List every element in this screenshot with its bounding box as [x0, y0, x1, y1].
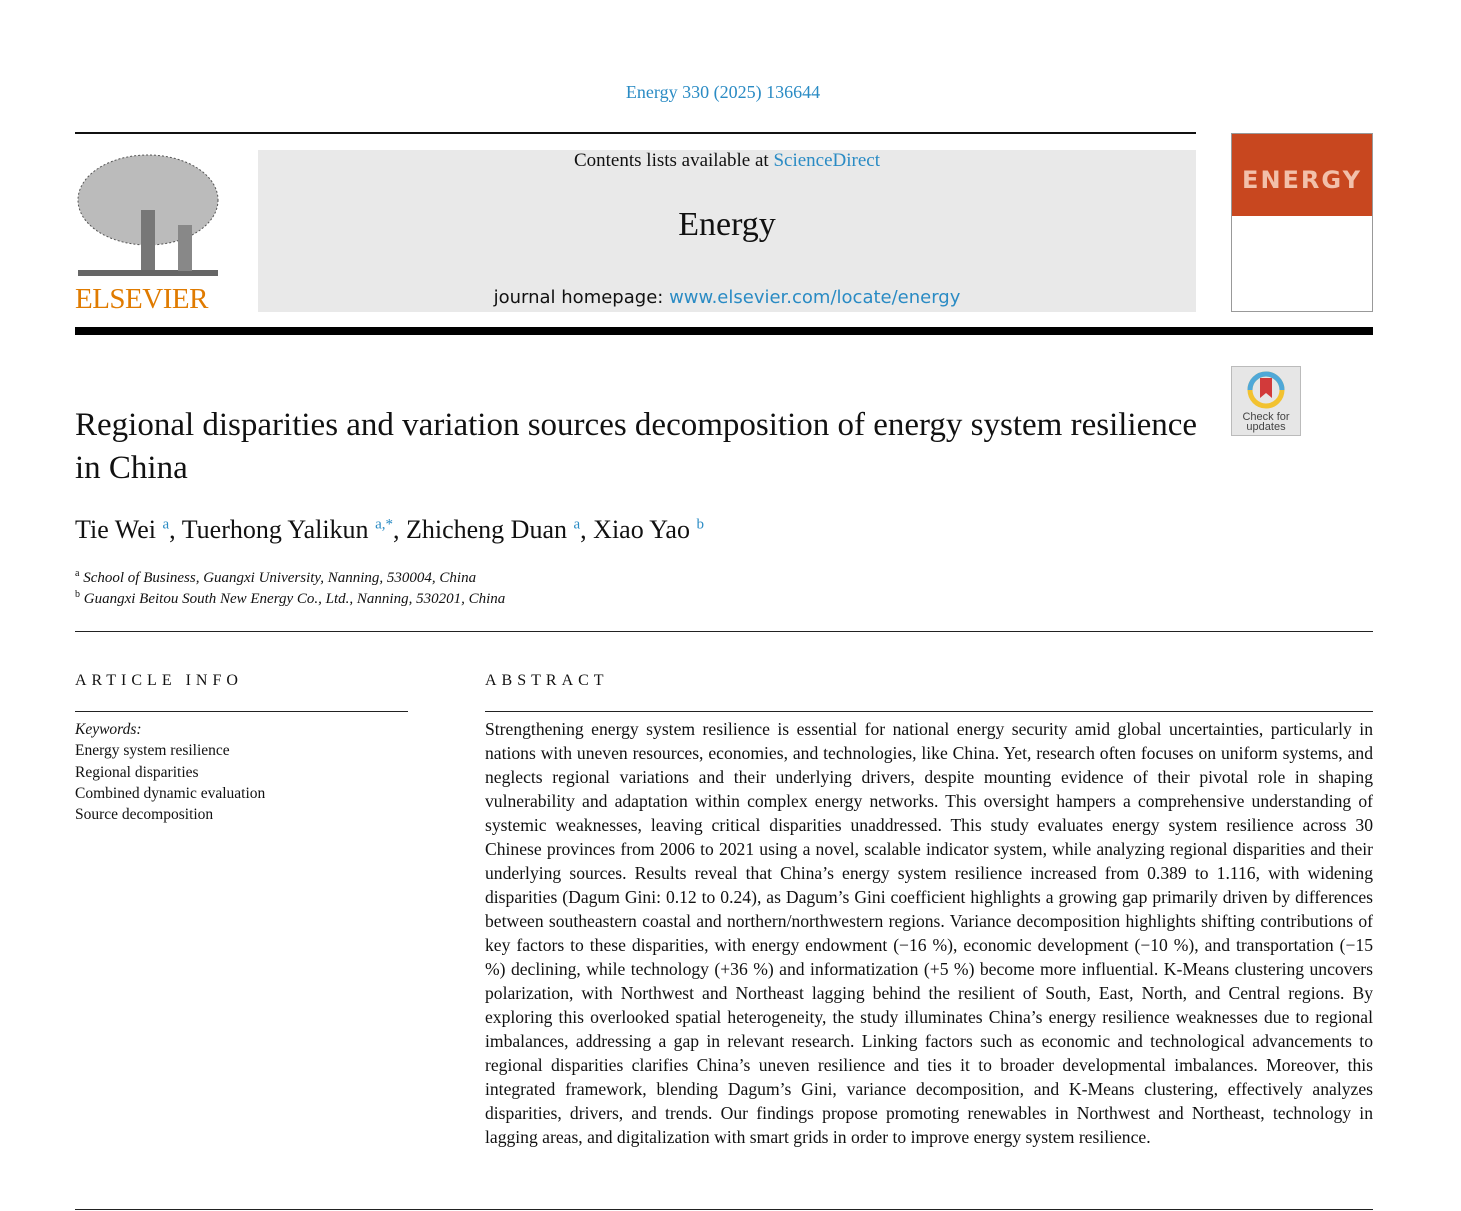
affiliation: a School of Business, Guangxi University…: [75, 568, 476, 587]
check-for-updates-button[interactable]: Check for updates: [1231, 366, 1301, 436]
header-bar: [75, 327, 1373, 335]
divider: [75, 631, 1373, 632]
keyword: Regional disparities: [75, 763, 199, 781]
abstract-text: Strengthening energy system resilience i…: [485, 719, 1373, 1147]
author-sup[interactable]: b: [696, 516, 704, 533]
journal-citation-link[interactable]: Energy 330 (2025) 136644: [625, 82, 821, 102]
abstract-heading: ABSTRACT: [485, 672, 609, 689]
author-name: Tie Wei: [75, 515, 156, 544]
keyword: Combined dynamic evaluation: [75, 784, 266, 802]
sciencedirect-link[interactable]: ScienceDirect: [773, 150, 881, 171]
divider: [75, 132, 1196, 134]
bookmark-icon: [1247, 371, 1285, 409]
contents-prefix: Contents lists available at: [573, 150, 774, 171]
author[interactable]: Zhicheng Duan a: [406, 515, 580, 544]
author-name: Zhicheng Duan: [405, 515, 567, 544]
journal-header: Contents lists available at ScienceDirec…: [258, 150, 1196, 312]
author[interactable]: Tie Wei a: [75, 515, 169, 544]
author-sup[interactable]: a,*: [375, 516, 393, 533]
keyword: Energy system resilience: [75, 742, 230, 760]
elsevier-logo[interactable]: ELSEVIER: [73, 150, 223, 316]
contents-line: Contents lists available at ScienceDirec…: [258, 150, 1196, 172]
affiliation: b Guangxi Beitou South New Energy Co., L…: [75, 589, 505, 608]
tree-icon: [77, 154, 219, 276]
author-name: Xiao Yao: [593, 515, 690, 544]
keyword: Source decomposition: [75, 806, 214, 824]
article-title: Regional disparities and variation sourc…: [75, 407, 1198, 486]
author-name: Tuerhong Yalikun: [181, 515, 369, 544]
aff-sup: a: [75, 568, 80, 579]
check-label-1: Check for: [1242, 411, 1290, 423]
divider: [75, 711, 408, 712]
divider: [485, 711, 1373, 712]
author-list: Tie Wei a, Tuerhong Yalikun a,*, Zhichen…: [75, 515, 704, 544]
publisher-name: ELSEVIER: [75, 283, 208, 315]
aff-sup: b: [75, 589, 80, 600]
aff-text: Guangxi Beitou South New Energy Co., Ltd…: [83, 591, 506, 607]
keywords: Keywords: Energy system resilience Regio…: [75, 719, 265, 825]
author[interactable]: Xiao Yao b: [593, 515, 704, 544]
check-label-2: updates: [1246, 421, 1286, 433]
keywords-label: Keywords:: [75, 721, 142, 738]
homepage-prefix: journal homepage:: [493, 287, 670, 308]
homepage-line: journal homepage: www.elsevier.com/locat…: [258, 287, 1196, 308]
author-sup[interactable]: a: [162, 516, 170, 533]
cover-banner: ENERGY: [1232, 134, 1372, 216]
author-sup[interactable]: a: [573, 516, 581, 533]
journal-cover[interactable]: ENERGY: [1231, 133, 1373, 312]
cover-title: ENERGY: [1242, 166, 1362, 194]
divider: [75, 1209, 1373, 1210]
homepage-link[interactable]: www.elsevier.com/locate/energy: [669, 287, 961, 308]
aff-text: School of Business, Guangxi University, …: [83, 570, 477, 586]
article-info-heading: ARTICLE INFO: [75, 672, 243, 689]
journal-name: Energy: [678, 206, 776, 243]
author[interactable]: Tuerhong Yalikun a,*: [182, 515, 393, 544]
